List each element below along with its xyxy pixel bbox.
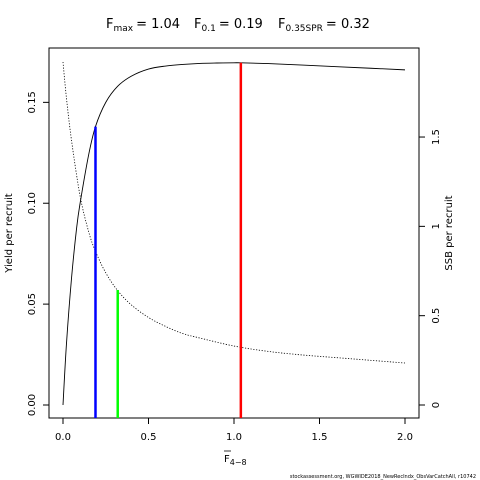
y-left-tick-label-0: 0.00 [27, 394, 38, 416]
x-tick-label-4: 2.0 [397, 432, 413, 443]
y-left-tick-label-3: 0.15 [27, 91, 38, 113]
footer-text: stockassessment.org, WGWIDE2018_NewRecIn… [290, 474, 476, 480]
yield-per-recruit-curve [62, 62, 406, 406]
reference-lines [94, 62, 243, 418]
x-axis-title: F4−8 [224, 454, 247, 467]
y-right-tick-label-1: 0.5 [431, 308, 442, 324]
y-left-tick-label-1: 0.05 [27, 293, 38, 315]
x-tick-label-0: 0.0 [55, 432, 71, 443]
y-left-tick-label-2: 0.10 [27, 192, 38, 214]
y-right-tick-label-0: 0 [431, 402, 442, 408]
axes: 0.0 0.5 1.0 1.5 2.0 0.00 0.05 0.10 0.15 0 0.5 1 1.5 [27, 91, 442, 443]
y-axis-right-title: SSB per recruit [444, 195, 455, 270]
x-tick-label-3: 1.5 [312, 432, 328, 443]
series [62, 61, 406, 406]
y-right-tick-label-2: 1 [431, 223, 442, 229]
x-tick-label-2: 1.0 [226, 432, 242, 443]
x-tick-label-1: 0.5 [141, 432, 157, 443]
chart-title: Fmax = 1.04 F0.1 = 0.19 F0.35SPR = 0.32 [106, 17, 370, 34]
y-axis-left-title: Yield per recruit [4, 193, 15, 274]
ssb-per-recruit-curve [62, 61, 406, 364]
y-right-tick-label-3: 1.5 [431, 129, 442, 145]
plot-frame [48, 47, 420, 419]
